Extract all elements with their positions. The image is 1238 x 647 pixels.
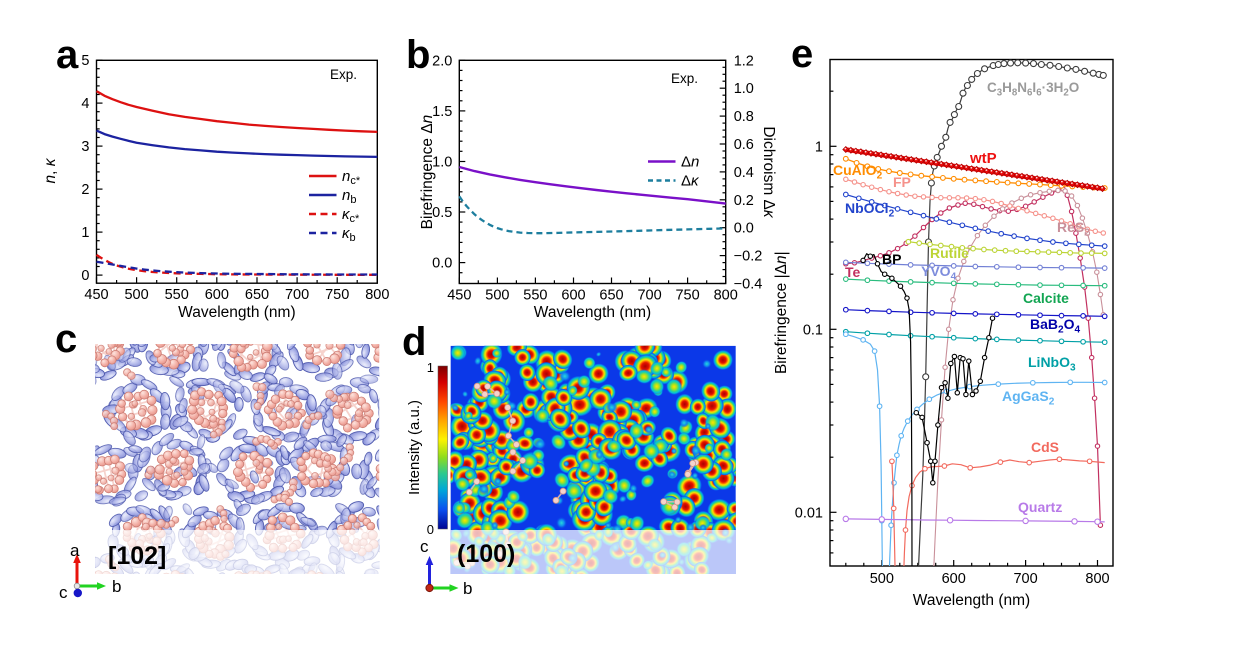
svg-text:750: 750: [675, 288, 699, 304]
svg-text:FP: FP: [893, 174, 911, 190]
svg-text:a: a: [70, 541, 80, 560]
svg-text:2: 2: [81, 182, 89, 198]
svg-text:0.0: 0.0: [432, 256, 452, 272]
svg-text:Rutile: Rutile: [930, 245, 969, 261]
svg-text:b: b: [112, 577, 121, 596]
svg-text:1.0: 1.0: [734, 81, 754, 97]
svg-text:2.0: 2.0: [432, 53, 452, 69]
svg-text:0: 0: [81, 268, 89, 284]
svg-text:Wavelength (nm): Wavelength (nm): [178, 304, 295, 321]
svg-text:wtP: wtP: [969, 150, 997, 167]
svg-text:0.6: 0.6: [734, 137, 754, 153]
svg-text:Birefringence |Δn|: Birefringence |Δn|: [773, 251, 790, 374]
svg-text:1: 1: [427, 360, 434, 375]
svg-text:0.0: 0.0: [734, 221, 754, 237]
svg-text:a: a: [56, 33, 79, 77]
svg-text:Δκ: Δκ: [681, 173, 700, 190]
svg-text:0.8: 0.8: [734, 109, 754, 125]
svg-text:[102]: [102]: [108, 542, 166, 570]
svg-text:Wavelength (nm): Wavelength (nm): [913, 592, 1030, 609]
svg-text:c: c: [420, 537, 429, 556]
svg-text:b: b: [406, 33, 430, 77]
svg-text:500: 500: [485, 288, 509, 304]
svg-text:Calcite: Calcite: [1023, 290, 1069, 306]
svg-text:Δn: Δn: [681, 154, 699, 171]
svg-text:500: 500: [870, 571, 894, 587]
svg-text:−0.2: −0.2: [734, 249, 763, 265]
svg-text:0.2: 0.2: [734, 193, 754, 209]
svg-text:650: 650: [245, 287, 269, 303]
svg-text:b: b: [463, 579, 472, 598]
svg-text:800: 800: [365, 287, 389, 303]
svg-text:600: 600: [205, 287, 229, 303]
svg-text:1.2: 1.2: [734, 53, 754, 69]
svg-text:750: 750: [325, 287, 349, 303]
svg-text:650: 650: [599, 288, 623, 304]
svg-text:Intensity (a.u.): Intensity (a.u.): [406, 400, 423, 495]
svg-text:600: 600: [942, 571, 966, 587]
svg-text:600: 600: [561, 288, 585, 304]
svg-text:450: 450: [447, 288, 471, 304]
svg-text:500: 500: [124, 287, 148, 303]
svg-text:Exp.: Exp.: [671, 71, 698, 86]
svg-text:0.01: 0.01: [795, 505, 823, 521]
svg-text:0.1: 0.1: [803, 322, 823, 338]
svg-text:700: 700: [1013, 571, 1037, 587]
svg-text:Birefringence Δn: Birefringence Δn: [419, 115, 436, 230]
svg-text:n, κ: n, κ: [42, 157, 59, 183]
svg-text:4: 4: [81, 96, 89, 112]
svg-text:550: 550: [523, 288, 547, 304]
svg-text:700: 700: [637, 288, 661, 304]
svg-text:3: 3: [81, 139, 89, 155]
svg-text:Te: Te: [845, 264, 861, 280]
svg-text:550: 550: [165, 287, 189, 303]
svg-text:d: d: [402, 320, 426, 364]
svg-text:Wavelength (nm): Wavelength (nm): [534, 304, 651, 321]
svg-text:c: c: [55, 317, 77, 361]
svg-text:c: c: [59, 583, 68, 602]
svg-text:Quartz: Quartz: [1018, 499, 1062, 515]
svg-text:1: 1: [81, 225, 89, 241]
svg-text:CdS: CdS: [1031, 439, 1059, 455]
svg-text:Dichroism Δκ: Dichroism Δκ: [760, 126, 777, 219]
svg-text:700: 700: [285, 287, 309, 303]
svg-text:e: e: [791, 32, 813, 76]
svg-text:0.4: 0.4: [734, 165, 754, 181]
svg-text:BP: BP: [882, 251, 901, 267]
svg-text:(100): (100): [457, 540, 515, 568]
svg-text:0: 0: [427, 522, 434, 537]
svg-text:1: 1: [815, 139, 823, 155]
svg-text:450: 450: [84, 287, 108, 303]
svg-text:Exp.: Exp.: [330, 67, 357, 82]
svg-text:−0.4: −0.4: [734, 277, 763, 293]
svg-text:5: 5: [81, 53, 89, 69]
svg-text:800: 800: [1085, 571, 1109, 587]
